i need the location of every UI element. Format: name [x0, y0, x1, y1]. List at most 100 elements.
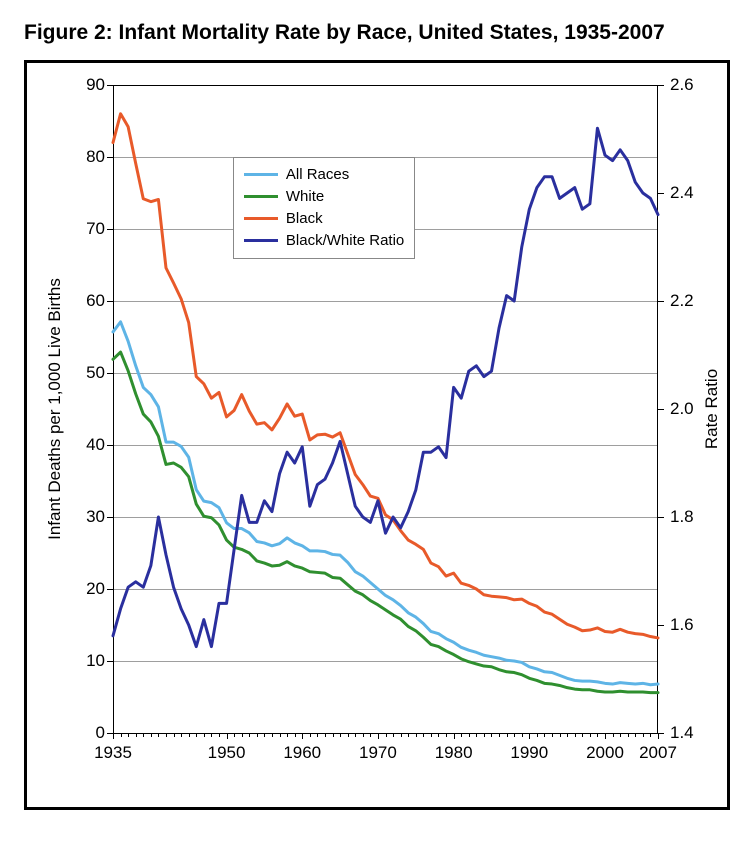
legend-label: White: [286, 188, 324, 205]
x-tick-minor: [295, 733, 296, 737]
x-tick-label: 2007: [639, 743, 677, 763]
x-tick-major: [113, 733, 114, 739]
x-tick-minor: [423, 733, 424, 737]
x-tick-minor: [438, 733, 439, 737]
x-tick-minor: [174, 733, 175, 737]
x-tick-minor: [219, 733, 220, 737]
x-tick-minor: [317, 733, 318, 737]
legend: All Races White Black Black/White Ratio: [233, 157, 415, 259]
y-left-tick-label: 70: [81, 219, 105, 239]
y-left-tick-label: 60: [81, 291, 105, 311]
x-tick-minor: [325, 733, 326, 737]
x-tick-minor: [552, 733, 553, 737]
legend-label: All Races: [286, 166, 349, 183]
x-tick-minor: [128, 733, 129, 737]
x-tick-minor: [491, 733, 492, 737]
x-tick-minor: [650, 733, 651, 737]
x-tick-label: 1980: [435, 743, 473, 763]
x-tick-minor: [264, 733, 265, 737]
x-tick-minor: [582, 733, 583, 737]
x-tick-minor: [143, 733, 144, 737]
y-left-tick-label: 80: [81, 147, 105, 167]
x-tick-minor: [635, 733, 636, 737]
x-tick-minor: [469, 733, 470, 737]
x-tick-major: [529, 733, 530, 739]
legend-item: All Races: [244, 164, 404, 186]
x-tick-major: [227, 733, 228, 739]
x-tick-major: [454, 733, 455, 739]
x-tick-minor: [242, 733, 243, 737]
figure-title: Figure 2: Infant Mortality Rate by Race,…: [24, 20, 732, 46]
y-right-tick-label: 2.4: [670, 183, 694, 203]
plot-area: 1935195019601970198019902000200701020304…: [113, 85, 658, 733]
x-tick-minor: [234, 733, 235, 737]
x-tick-minor: [431, 733, 432, 737]
x-tick-label: 2000: [586, 743, 624, 763]
y-right-tick: [658, 193, 664, 194]
x-tick-minor: [166, 733, 167, 737]
y-right-tick: [658, 85, 664, 86]
x-tick-minor: [151, 733, 152, 737]
y-right-tick: [658, 517, 664, 518]
x-tick-minor: [499, 733, 500, 737]
legend-swatch: [244, 239, 278, 242]
x-tick-minor: [204, 733, 205, 737]
legend-swatch: [244, 173, 278, 176]
x-tick-minor: [522, 733, 523, 737]
x-tick-label: 1970: [359, 743, 397, 763]
x-tick-minor: [370, 733, 371, 737]
x-tick-minor: [643, 733, 644, 737]
x-tick-minor: [560, 733, 561, 737]
x-tick-minor: [121, 733, 122, 737]
x-tick-label: 1950: [208, 743, 246, 763]
legend-item: White: [244, 186, 404, 208]
legend-label: Black/White Ratio: [286, 232, 404, 249]
x-tick-minor: [181, 733, 182, 737]
x-tick-minor: [310, 733, 311, 737]
x-tick-minor: [544, 733, 545, 737]
y-left-tick-label: 0: [91, 723, 105, 743]
x-tick-minor: [567, 733, 568, 737]
x-tick-minor: [446, 733, 447, 737]
y-left-tick-label: 50: [81, 363, 105, 383]
y-left-tick-label: 20: [81, 579, 105, 599]
x-tick-minor: [355, 733, 356, 737]
x-tick-minor: [537, 733, 538, 737]
x-tick-minor: [484, 733, 485, 737]
x-tick-minor: [136, 733, 137, 737]
legend-item: Black: [244, 208, 404, 230]
x-tick-minor: [416, 733, 417, 737]
x-tick-minor: [272, 733, 273, 737]
x-tick-major: [302, 733, 303, 739]
x-tick-minor: [189, 733, 190, 737]
x-tick-minor: [507, 733, 508, 737]
chart-frame: 1935195019601970198019902000200701020304…: [24, 60, 730, 810]
x-tick-minor: [386, 733, 387, 737]
x-tick-minor: [590, 733, 591, 737]
x-tick-minor: [597, 733, 598, 737]
y-right-axis-title: Rate Ratio: [702, 369, 722, 449]
x-tick-minor: [340, 733, 341, 737]
x-tick-minor: [348, 733, 349, 737]
y-right-tick-label: 1.4: [670, 723, 694, 743]
y-right-tick-label: 2.2: [670, 291, 694, 311]
x-tick-minor: [257, 733, 258, 737]
y-right-tick-label: 1.8: [670, 507, 694, 527]
legend-swatch: [244, 217, 278, 220]
y-left-tick-label: 40: [81, 435, 105, 455]
x-tick-minor: [333, 733, 334, 737]
y-right-tick: [658, 409, 664, 410]
x-tick-minor: [620, 733, 621, 737]
x-tick-minor: [287, 733, 288, 737]
x-tick-minor: [408, 733, 409, 737]
x-tick-minor: [363, 733, 364, 737]
x-tick-label: 1960: [283, 743, 321, 763]
y-right-tick: [658, 625, 664, 626]
legend-label: Black: [286, 210, 323, 227]
y-left-tick-label: 30: [81, 507, 105, 527]
figure-container: Figure 2: Infant Mortality Rate by Race,…: [0, 0, 756, 853]
x-tick-minor: [628, 733, 629, 737]
x-tick-label: 1990: [510, 743, 548, 763]
y-right-tick-label: 2.0: [670, 399, 694, 419]
x-tick-minor: [575, 733, 576, 737]
